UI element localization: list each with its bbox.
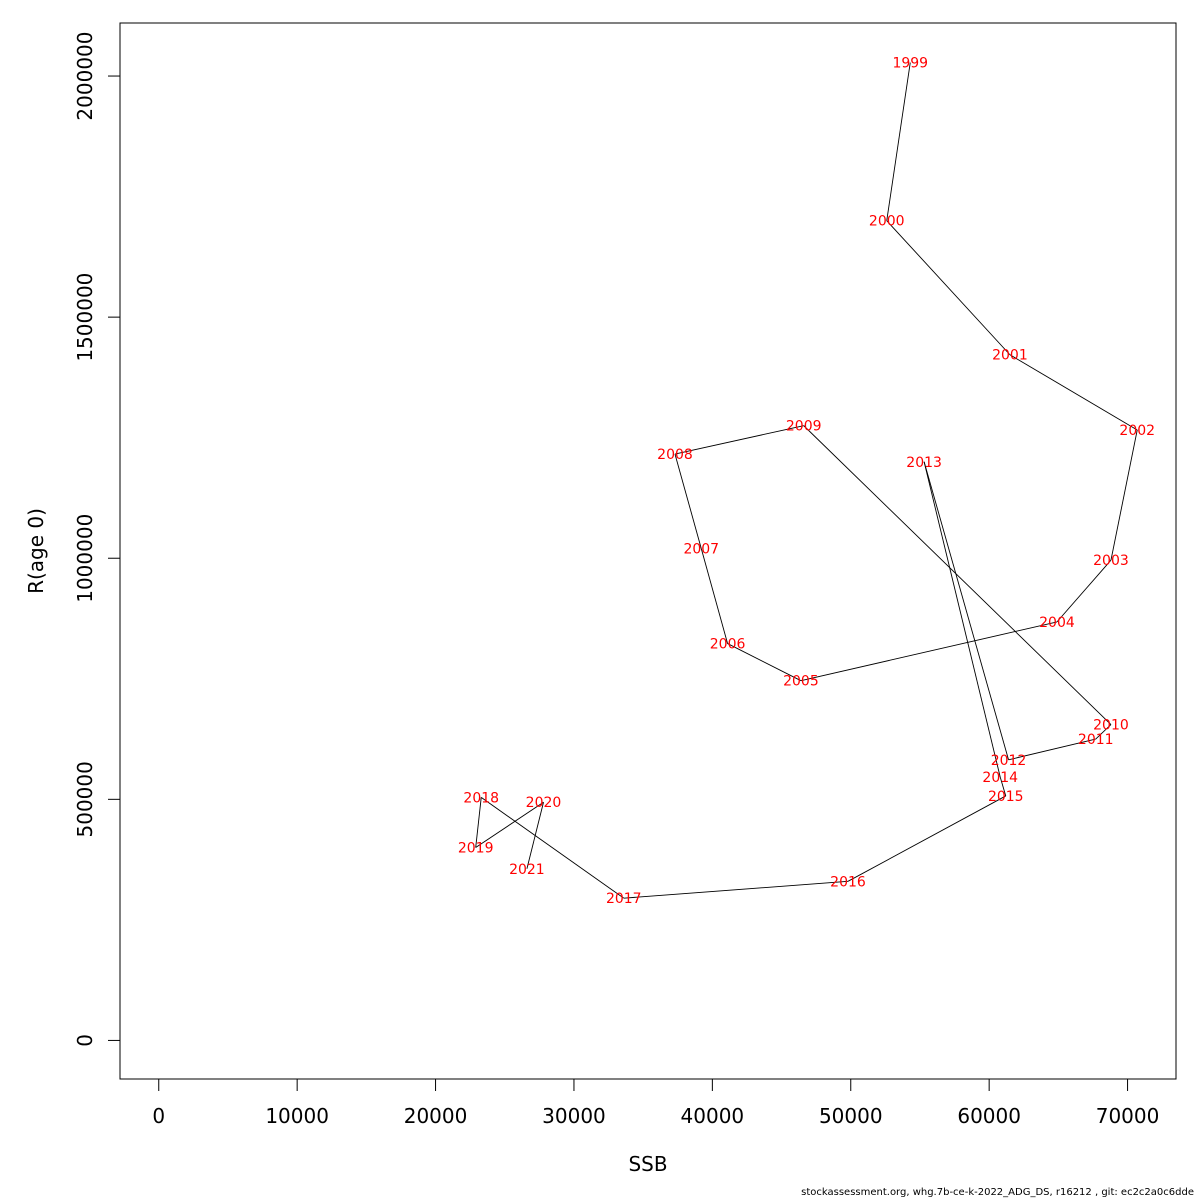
y-tick-label: 1500000	[73, 273, 97, 362]
trajectory-segment	[923, 461, 1001, 778]
point-label-2014: 2014	[982, 770, 1018, 786]
trajectory-segment	[727, 643, 802, 682]
x-tick-label: 60000	[957, 1104, 1021, 1128]
trajectory-segment	[475, 797, 482, 848]
point-label-2018: 2018	[463, 790, 499, 806]
point-labels: 1999 2000 2001 2002 2003 2004 2005 2006 2007 2008…	[458, 56, 1155, 908]
trajectory-segment	[886, 62, 911, 221]
x-tick-label: 30000	[542, 1104, 606, 1128]
point-label-1999: 1999	[892, 56, 928, 72]
plot-frame	[119, 22, 1177, 1080]
y-tick-label: 500000	[73, 761, 97, 837]
x-axis-title: SSB	[628, 1152, 667, 1176]
point-label-2005: 2005	[783, 674, 819, 690]
point-label-2011: 2011	[1078, 732, 1114, 748]
series-line	[475, 62, 1138, 899]
trajectory-segment	[1008, 738, 1096, 761]
y-axis: 0 500000 1000000 1500000 2000000	[73, 32, 121, 1047]
point-label-2016: 2016	[830, 874, 866, 890]
point-label-2001: 2001	[992, 348, 1028, 364]
point-label-2019: 2019	[458, 841, 494, 857]
y-tick-label: 2000000	[73, 32, 97, 121]
trajectory-segment	[886, 220, 1011, 356]
trajectory-segment	[674, 425, 804, 455]
point-label-2008: 2008	[657, 447, 693, 463]
trajectory-segment	[803, 425, 1112, 725]
trajectory-segment	[526, 802, 544, 869]
point-label-2003: 2003	[1093, 553, 1129, 569]
trajectory-segment	[674, 453, 702, 549]
x-tick-label: 20000	[404, 1104, 468, 1128]
trajectory-segment	[1009, 354, 1138, 431]
footer-credit: stockassessment.org, whg.7b-ce-k-2022_AD…	[801, 1187, 1194, 1198]
point-label-2000: 2000	[869, 214, 905, 230]
point-label-2006: 2006	[710, 637, 746, 653]
x-tick-label: 50000	[819, 1104, 883, 1128]
point-label-2021: 2021	[509, 862, 545, 878]
point-label-2010: 2010	[1093, 718, 1129, 734]
trajectory-segment	[623, 880, 849, 899]
point-label-2002: 2002	[1119, 423, 1155, 439]
x-axis: 0 10000 20000 30000 40000 50000 60000 70000	[152, 1078, 1160, 1128]
x-tick-label: 10000	[265, 1104, 329, 1128]
point-label-2013: 2013	[906, 455, 942, 471]
point-label-2017: 2017	[606, 891, 642, 907]
trajectory-segment	[475, 801, 544, 848]
trajectory-segment	[999, 777, 1007, 797]
x-tick-label: 40000	[681, 1104, 745, 1128]
point-label-2004: 2004	[1039, 615, 1075, 631]
point-label-2020: 2020	[526, 795, 562, 811]
y-tick-label: 0	[73, 1034, 97, 1047]
point-label-2012: 2012	[991, 753, 1027, 769]
point-label-2009: 2009	[786, 419, 822, 435]
x-tick-label: 70000	[1096, 1104, 1160, 1128]
trajectory-segment	[800, 621, 1058, 682]
trajectory-segment	[480, 797, 625, 899]
trajectory-segment	[700, 548, 729, 644]
trajectory-segment	[1110, 429, 1138, 561]
point-label-2007: 2007	[683, 542, 719, 558]
trajectory-segment	[923, 461, 1009, 760]
x-tick-label: 0	[152, 1104, 165, 1128]
trajectory-segment	[1056, 559, 1112, 623]
y-tick-label: 1000000	[73, 514, 97, 603]
y-axis-title: R(age 0)	[24, 508, 48, 594]
trajectory-segment	[847, 795, 1006, 882]
point-label-2015: 2015	[988, 789, 1024, 805]
trajectory-segment	[1095, 724, 1112, 740]
